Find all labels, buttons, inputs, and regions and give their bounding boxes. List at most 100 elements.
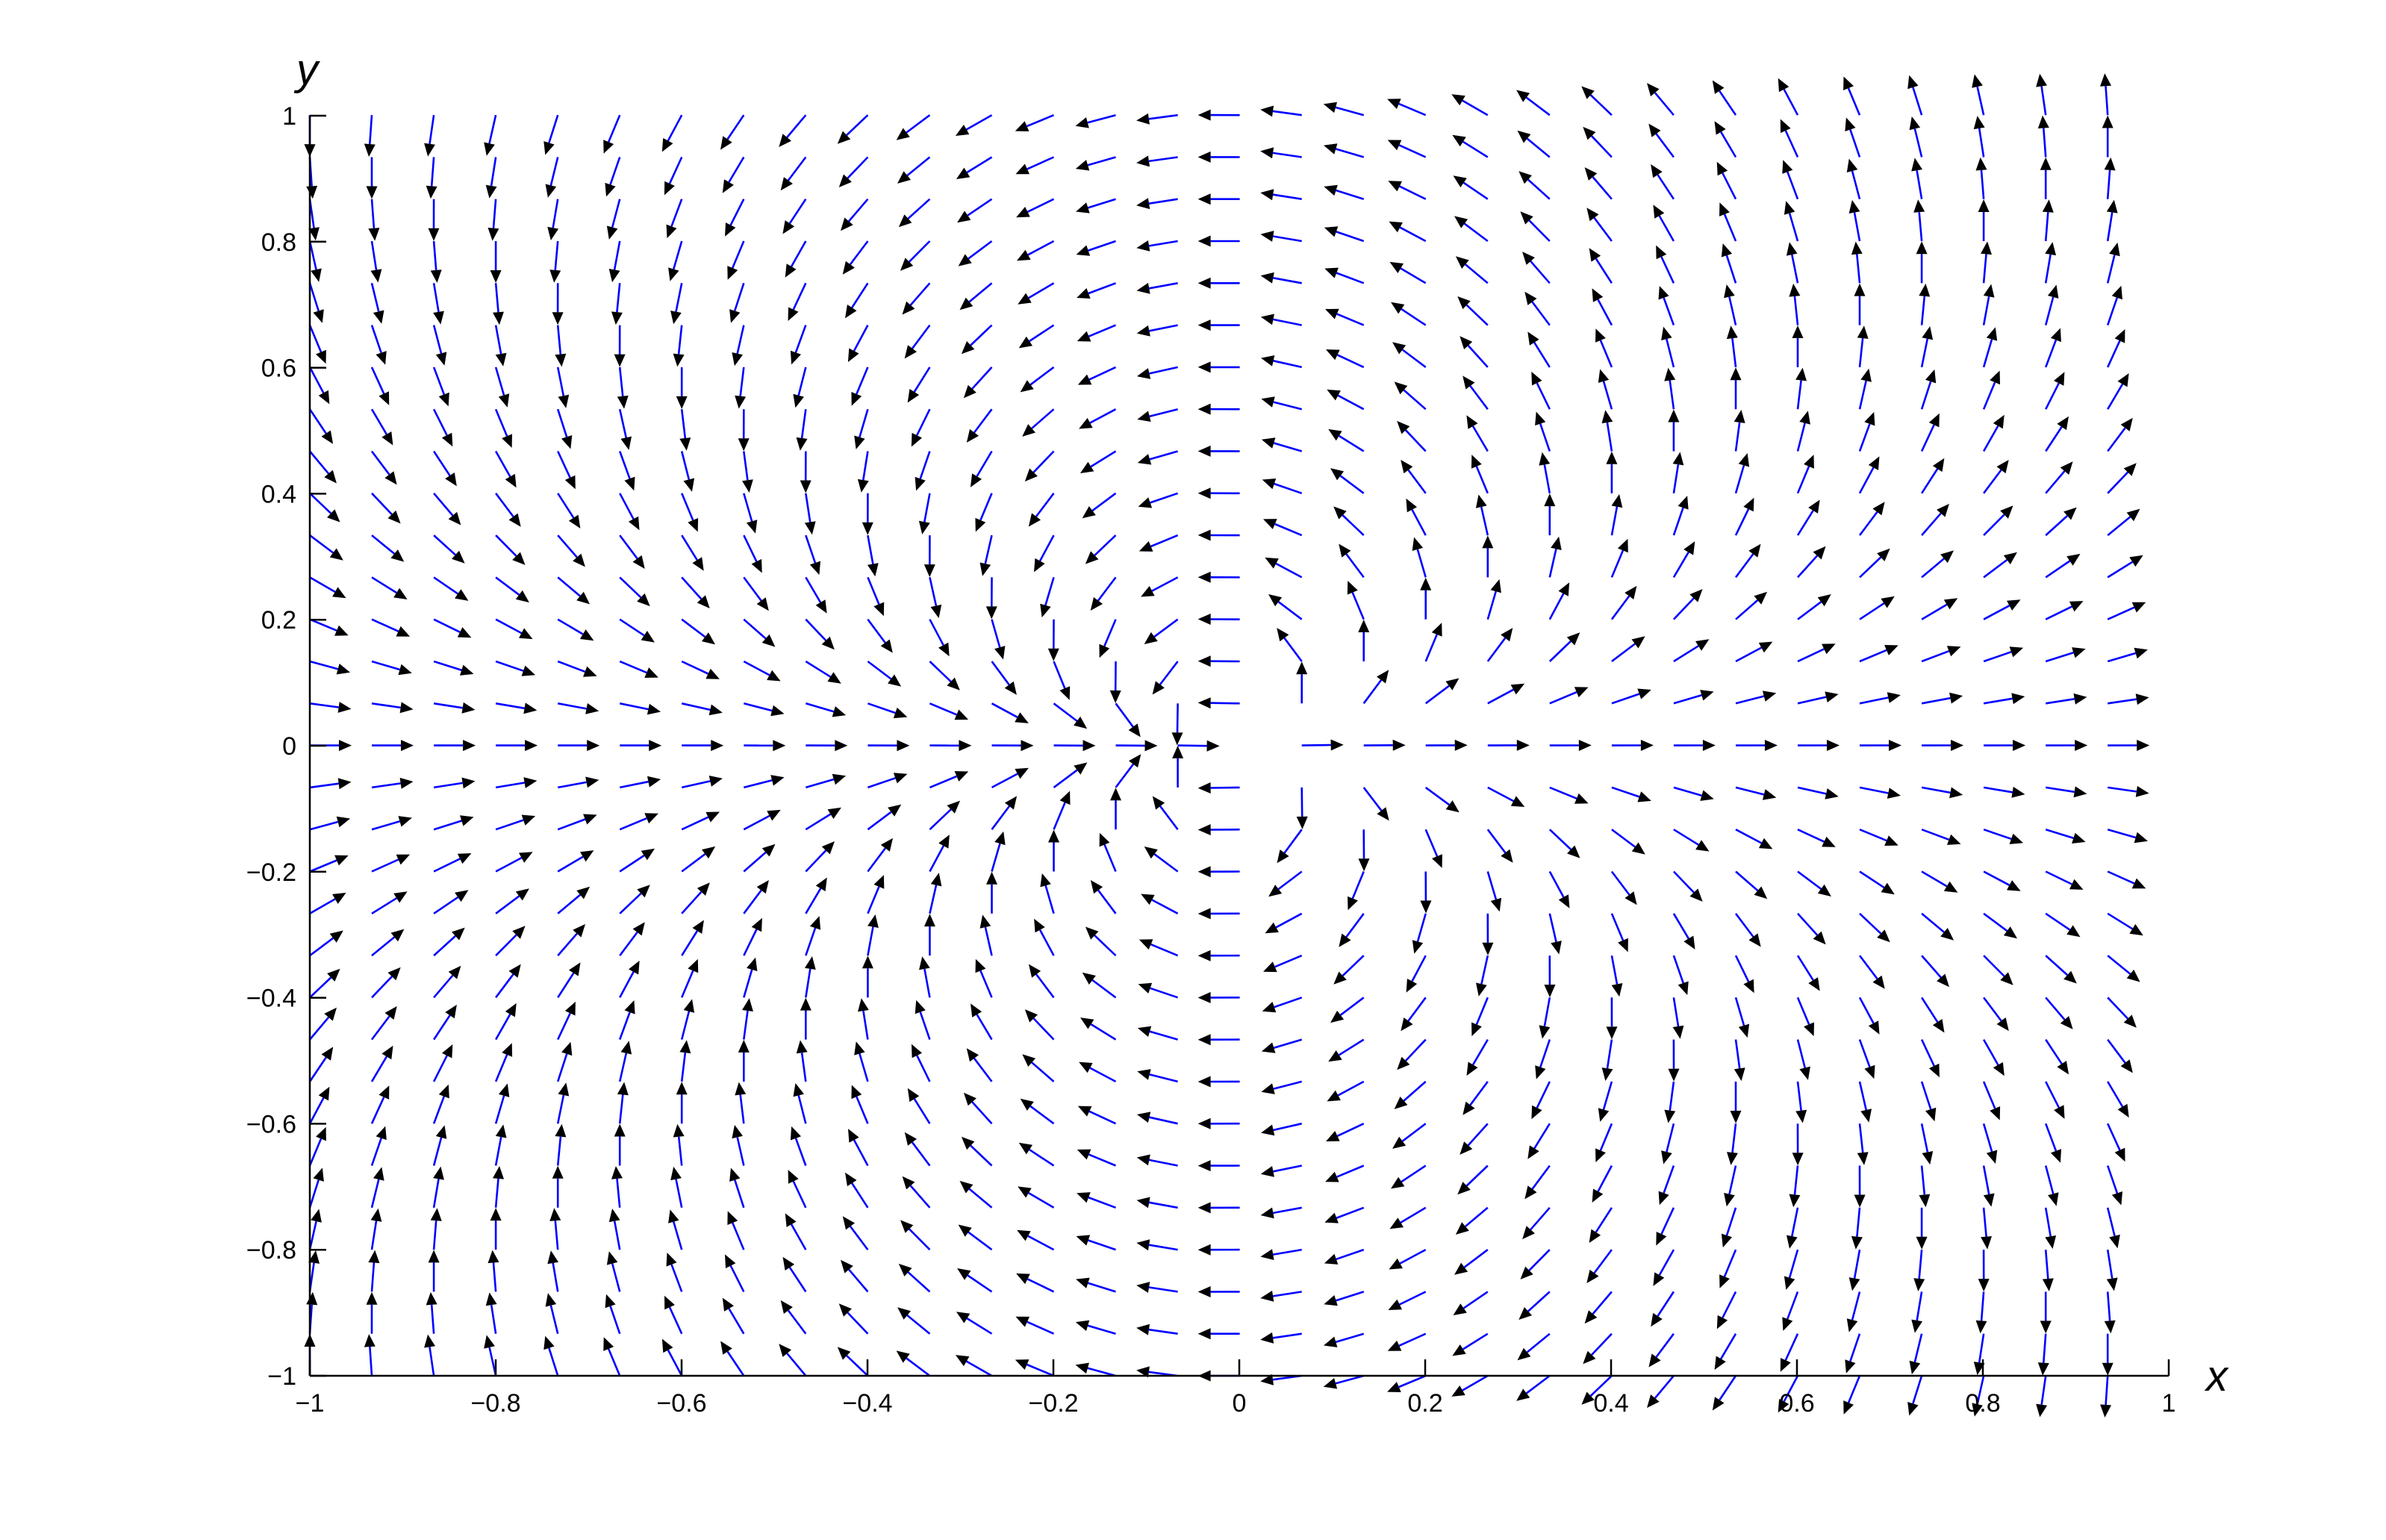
vector-arrow <box>868 773 907 788</box>
vector-arrow <box>1330 468 1364 493</box>
vector-arrow <box>929 873 941 914</box>
vector-arrow <box>1978 1250 1990 1291</box>
vector-arrow <box>310 325 326 364</box>
vector-arrow <box>1078 1106 1116 1124</box>
vector-arrow <box>1798 411 1810 451</box>
vector-arrow <box>1860 956 1885 989</box>
vector-arrow <box>372 493 401 524</box>
vector-arrow <box>1984 1040 2005 1076</box>
vector-arrow <box>1736 997 1749 1038</box>
x-axis-ticks: −1 −0.8 −0.6 −0.4 −0.2 0 0.2 0.4 0.6 0.8 1 <box>296 1359 2176 1418</box>
vector-arrow <box>1198 361 1240 372</box>
vector-arrow <box>1798 740 1840 751</box>
vector-arrow <box>1359 829 1370 871</box>
vector-arrow <box>1922 1040 1940 1078</box>
vector-arrow <box>609 241 620 282</box>
vector-arrow <box>1919 284 1930 325</box>
vector-arrow <box>744 810 780 829</box>
vector-arrow <box>372 1167 384 1207</box>
vector-arrow <box>2108 1040 2133 1073</box>
vector-arrow <box>862 956 873 997</box>
vector-arrow <box>620 452 635 491</box>
vector-arrow <box>868 661 901 687</box>
vector-arrow <box>552 283 564 325</box>
vector-arrow <box>1673 452 1684 493</box>
y-tick-label: 0.4 <box>261 480 296 508</box>
vector-arrow <box>868 838 893 872</box>
x-tick-label: −0.2 <box>1028 1389 1078 1418</box>
vector-arrow <box>1080 1017 1116 1040</box>
vector-arrow <box>900 241 930 271</box>
vector-arrow <box>1612 689 1651 704</box>
vector-arrow <box>1198 782 1240 794</box>
vector-arrow <box>1139 535 1178 552</box>
vector-arrow <box>1854 1166 1866 1208</box>
vector-arrow <box>1198 1076 1240 1088</box>
vector-arrow <box>496 409 512 448</box>
vector-arrow <box>1198 404 1240 415</box>
vector-arrow <box>1391 302 1426 325</box>
vector-arrow <box>742 998 753 1040</box>
vector-arrow <box>1798 643 1836 661</box>
vector-arrow <box>2108 829 2148 843</box>
vector-arrow <box>971 452 992 487</box>
vector-arrow <box>431 1208 442 1250</box>
vector-arrow <box>1984 829 2023 844</box>
vector-arrow <box>1585 1291 1612 1324</box>
vector-arrow <box>1467 1040 1488 1076</box>
vector-arrow <box>1520 211 1549 241</box>
vector-arrow <box>1719 1250 1736 1288</box>
vector-arrow <box>1198 530 1240 541</box>
x-tick-label: 1 <box>2162 1389 2176 1418</box>
vector-arrow <box>1984 327 1997 367</box>
vector-arrow <box>1296 661 1307 703</box>
vector-arrow <box>1116 740 1158 751</box>
vector-arrow <box>1083 973 1116 998</box>
vector-arrow <box>1550 829 1580 858</box>
vector-arrow <box>806 916 820 956</box>
vector-arrow <box>486 158 497 199</box>
vector-arrow <box>1085 927 1116 956</box>
vector-arrow <box>2046 997 2072 1029</box>
vector-arrow <box>620 740 661 751</box>
vector-arrow <box>1324 143 1364 157</box>
vector-arrow <box>1426 623 1442 661</box>
y-tick-label: 0.8 <box>261 228 296 257</box>
vector-arrow <box>1261 1082 1301 1094</box>
vector-arrow <box>1860 456 1879 493</box>
vector-arrow <box>929 661 959 690</box>
vector-arrow <box>1153 661 1178 695</box>
vector-arrow <box>2108 956 2140 982</box>
vector-arrow <box>1388 181 1425 199</box>
vector-arrow <box>1581 87 1612 116</box>
vector-arrow <box>434 452 457 487</box>
vector-arrow <box>1325 309 1364 325</box>
vector-arrow <box>1922 646 1960 661</box>
vector-arrow <box>1736 498 1754 535</box>
vector-arrow <box>1781 119 1798 158</box>
vector-arrow <box>1659 286 1674 325</box>
vector-arrow <box>1674 496 1689 535</box>
vector-arrow <box>620 577 650 606</box>
x-tick-label: −1 <box>296 1389 325 1418</box>
vector-arrow <box>543 1336 558 1376</box>
vector-arrow <box>1606 452 1617 493</box>
vector-arrow <box>1029 964 1054 998</box>
vector-arrow <box>1653 205 1674 241</box>
vector-arrow <box>558 367 569 408</box>
vector-arrow <box>1137 283 1178 294</box>
vector-arrow <box>372 816 412 829</box>
vector-arrow <box>924 535 935 577</box>
vector-arrow <box>1612 494 1623 535</box>
vector-arrow <box>915 452 930 491</box>
vector-arrow <box>1324 185 1363 199</box>
vector-arrow <box>2040 158 2052 199</box>
vector-arrow <box>1198 572 1240 583</box>
vector-arrow <box>310 1127 326 1166</box>
vector-arrow <box>919 493 930 534</box>
vector-arrow <box>1589 1208 1612 1243</box>
vector-arrow <box>1261 1166 1302 1177</box>
vector-arrow <box>1860 872 1895 895</box>
axes: −1 −0.8 −0.6 −0.4 −0.2 0 0.2 0.4 0.6 0.8 1 −1−0.8−… <box>246 102 2176 1418</box>
vector-arrow <box>838 1347 868 1376</box>
